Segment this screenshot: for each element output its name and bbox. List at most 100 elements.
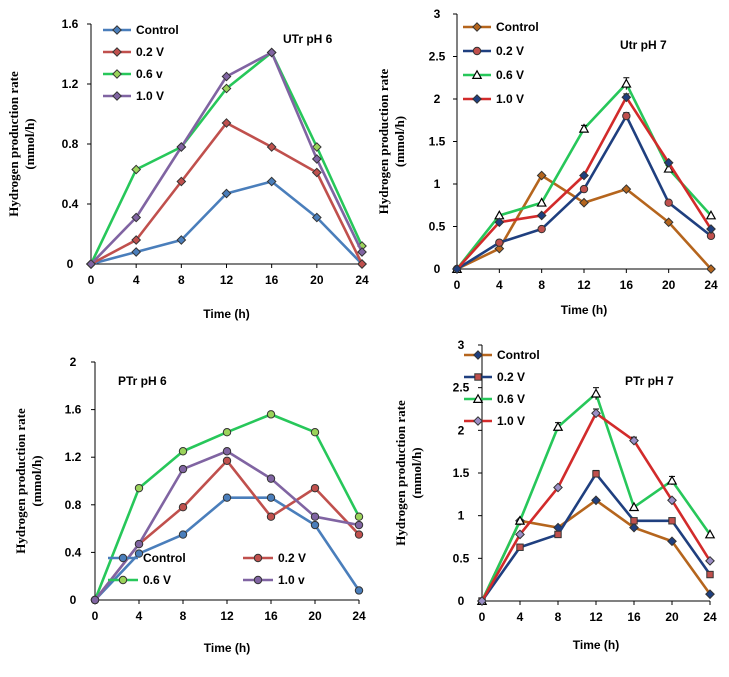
legend-label: 0.2 V	[136, 45, 164, 59]
legend-label: Control	[136, 23, 179, 37]
x-tick-label: 0	[92, 609, 99, 623]
data-point	[706, 264, 716, 274]
y-tick-label: 2	[458, 423, 465, 437]
series-control	[86, 176, 367, 269]
series-line-0-2-v	[480, 472, 712, 602]
legend-item-0-2-v: 0.2 V	[463, 44, 524, 58]
data-point	[266, 47, 277, 58]
data-point	[178, 530, 188, 539]
data-point	[592, 470, 600, 478]
legend-marker	[118, 553, 128, 563]
data-point	[705, 555, 715, 566]
y-tick-label: 0	[70, 593, 77, 607]
legend-marker	[472, 94, 482, 104]
series-0-2-v	[452, 111, 716, 274]
data-point	[134, 549, 144, 558]
y-tick-label: 1	[458, 509, 465, 523]
x-tick-label: 24	[352, 609, 366, 623]
x-tick-label: 8	[178, 273, 185, 287]
x-axis-title: Time (h)	[203, 307, 249, 321]
y-tick-label: 0.5	[429, 220, 446, 234]
legend-item-control: Control	[463, 20, 539, 34]
series-0-2-v	[90, 456, 364, 605]
y-axis-title-line: (mmol/h)	[22, 118, 37, 169]
x-tick-label: 20	[310, 273, 324, 287]
legend: Control 0.2 V 0.6 V 1.0 V	[464, 348, 540, 428]
legend-marker	[474, 373, 482, 381]
y-axis-title: Hydrogen production rate (mmol/h)	[376, 69, 407, 215]
data-point	[354, 586, 364, 595]
legend-marker	[472, 393, 484, 403]
y-tick-label: 0.5	[453, 551, 470, 565]
data-point	[536, 210, 547, 221]
x-tick-label: 16	[264, 609, 278, 623]
data-point	[310, 483, 320, 493]
legend-item-control: Control	[108, 551, 186, 565]
data-point	[221, 83, 232, 94]
data-point	[664, 198, 673, 207]
y-tick-label: 0.4	[62, 197, 79, 211]
x-tick-label: 20	[662, 278, 676, 292]
data-point	[178, 464, 188, 474]
legend-label: 0.6 V	[143, 573, 171, 587]
x-tick-label: 24	[704, 278, 718, 292]
data-point	[131, 164, 142, 175]
legend-marker	[112, 47, 122, 57]
y-tick-label: 2	[70, 355, 77, 369]
data-point	[176, 142, 187, 152]
data-point	[266, 474, 276, 483]
data-point	[90, 595, 100, 605]
legend-label: Control	[497, 348, 540, 362]
legend-label: Control	[496, 20, 539, 34]
y-tick-label: 0.8	[62, 137, 79, 151]
data-point	[553, 482, 563, 493]
y-tick-label: 3	[458, 338, 465, 352]
legend-label: 0.2 V	[278, 551, 306, 565]
data-point	[629, 522, 639, 533]
x-tick-label: 0	[88, 273, 95, 287]
legend-label: Control	[143, 551, 186, 565]
x-axis-title: Time (h)	[561, 303, 607, 317]
legend-item-0-2-v: 0.2 V	[464, 370, 525, 384]
data-point	[222, 456, 232, 465]
data-point	[266, 176, 277, 187]
data-point	[131, 247, 142, 257]
y-tick-label: 2.5	[429, 50, 446, 64]
data-point	[266, 410, 276, 419]
y-axis-title-line: Hydrogen production rate	[6, 71, 21, 217]
data-point	[516, 543, 524, 551]
x-tick-label: 24	[355, 273, 369, 287]
data-point	[554, 530, 562, 539]
legend-item-0-6-v: 0.6 V	[108, 573, 171, 587]
legend-marker	[112, 91, 122, 101]
x-axis-title: Time (h)	[573, 638, 619, 652]
y-tick-label: 2.5	[453, 381, 470, 395]
data-point	[131, 235, 142, 245]
legend-item-0-6-v: 0.6 V	[463, 68, 524, 82]
x-tick-label: 24	[703, 610, 717, 624]
chart-title: UTr pH 6	[283, 32, 333, 46]
series-1-0-v	[90, 447, 364, 605]
legend-label: 1.0 V	[496, 92, 524, 106]
chart-title: Utr pH 7	[620, 38, 667, 52]
legend-item-control: Control	[103, 23, 179, 37]
legend: Control 0.2 V 0.6 v 1.0 V	[103, 23, 179, 103]
legend-label: 1.0 v	[278, 573, 305, 587]
data-point	[591, 495, 601, 506]
legend-label: 0.2 V	[496, 44, 524, 58]
y-tick-label: 2	[434, 92, 441, 106]
chart-title: PTr pH 7	[625, 374, 674, 388]
data-point	[628, 501, 640, 512]
data-point	[131, 212, 142, 223]
series-1-0-v	[477, 408, 715, 606]
series-1-0-v	[86, 47, 367, 269]
y-tick-label: 1	[434, 177, 441, 191]
chart-panel-utr-ph7: 0 0.5 1 1.5 2 2.5 3 0 4 8 12 16 20 24 Time (h) Hydrogen…	[376, 7, 718, 317]
data-point	[178, 502, 188, 512]
x-tick-label: 12	[220, 273, 234, 287]
data-point	[310, 520, 320, 530]
x-tick-label: 12	[577, 278, 591, 292]
legend-marker	[473, 416, 483, 426]
series-line-1-0-v	[456, 96, 713, 270]
